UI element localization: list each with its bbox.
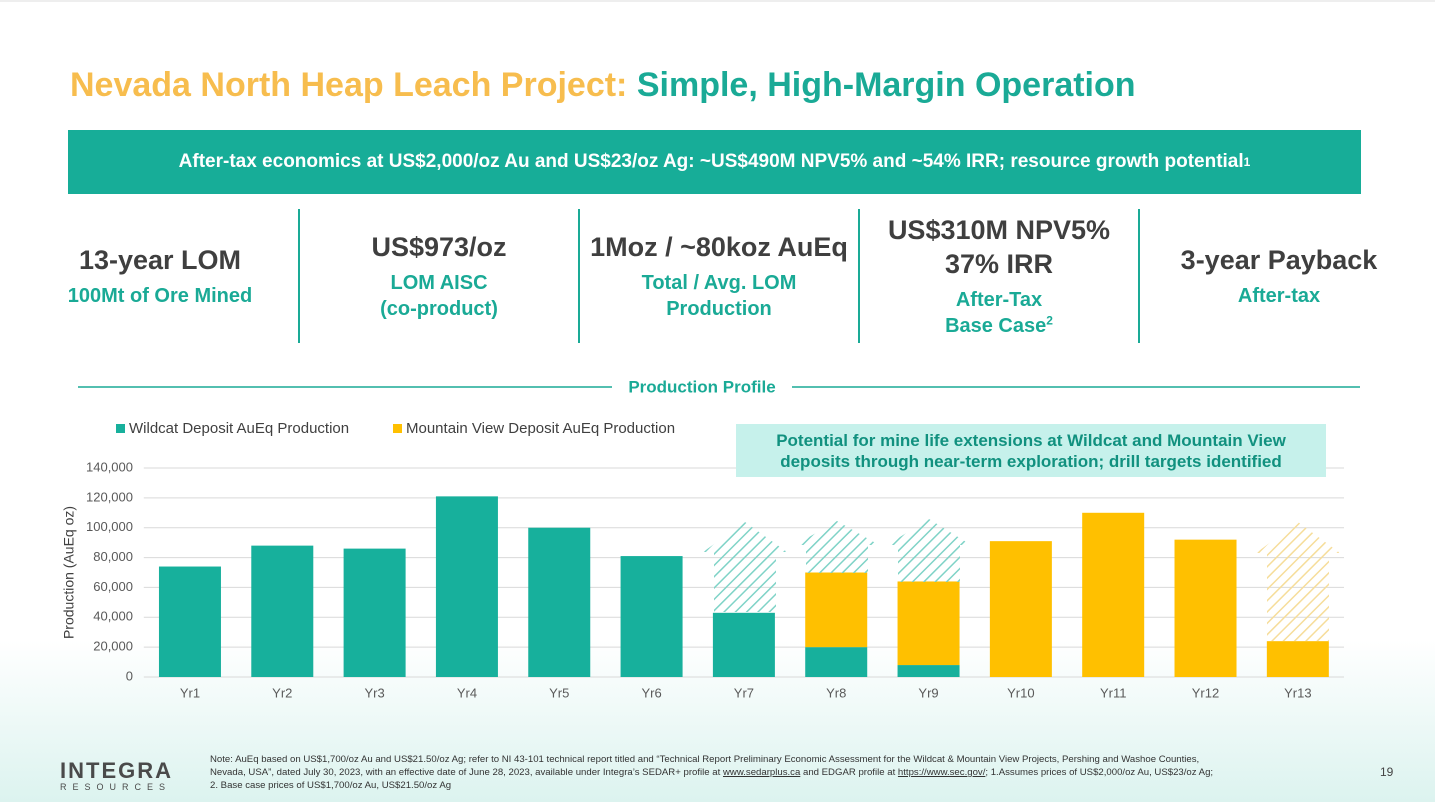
separator	[858, 209, 860, 343]
kpi: US$973/oz LOM AISC (co-product)	[299, 209, 579, 343]
link[interactable]: www.sedarplus.ca	[722, 767, 801, 778]
note-text: ; 1.Assumes prices of US$2,000/oz Au, US…	[985, 767, 1214, 778]
y-tick-label: 100,000	[86, 519, 133, 534]
footnote-ref: 2	[1046, 313, 1053, 328]
kpi-main: 37% IRR	[944, 249, 1054, 279]
note-text: Note: AuEq based on US$1,700/oz Au and U…	[210, 754, 1200, 765]
legend-swatch	[116, 424, 125, 433]
logo: INTEGRA RESOURCES	[60, 758, 173, 792]
legend-label: Mountain View Deposit AuEq Production	[406, 420, 675, 437]
top-rule	[0, 0, 1435, 2]
extension-arrow	[795, 521, 879, 573]
y-tick-label: 140,000	[86, 459, 133, 474]
legend-swatch	[393, 424, 402, 433]
y-axis-title: Production (AuEq oz)	[61, 506, 77, 639]
x-tick-label: Yr5	[549, 685, 569, 700]
note-text: and EDGAR profile at	[802, 767, 896, 778]
x-tick-label: Yr13	[1284, 685, 1311, 700]
x-tick-label: Yr8	[826, 685, 846, 700]
x-tick-label: Yr7	[734, 685, 754, 700]
y-tick-label: 20,000	[93, 639, 133, 654]
x-tick-label: Yr9	[918, 685, 938, 700]
banner: After-tax economics at US$2,000/oz Au an…	[68, 130, 1361, 194]
note-text: 2. Base case prices of US$1,700/oz Au, U…	[210, 780, 452, 791]
x-tick-label: Yr12	[1192, 685, 1219, 700]
title-rest: Simple, High-Margin Operation	[636, 66, 1136, 104]
y-tick-label: 60,000	[93, 579, 133, 594]
x-tick-label: Yr10	[1007, 685, 1034, 700]
callout: Potential for mine life extensions at Wi…	[736, 424, 1326, 477]
bar	[805, 647, 868, 677]
separator	[298, 209, 300, 343]
kpi-sub: LOM AISC	[390, 272, 488, 294]
kpi-main: 13-year LOM	[78, 245, 242, 275]
kpi-sub: (co-product)	[380, 298, 498, 320]
x-tick-label: Yr3	[364, 685, 384, 700]
bar	[251, 545, 314, 677]
bar	[620, 556, 683, 677]
logo-name: INTEGRA	[60, 758, 173, 783]
bar	[435, 496, 498, 677]
kpi-sub-text: Base Case	[945, 315, 1047, 337]
bar	[1174, 539, 1237, 677]
kpi-sub: 100Mt of Ore Mined	[67, 285, 253, 307]
extension-arrow	[887, 519, 971, 582]
callout-line: deposits through near-term exploration; …	[780, 451, 1282, 471]
page-number: 19	[1380, 765, 1394, 779]
bar	[1266, 641, 1329, 677]
y-tick-label: 0	[126, 668, 133, 683]
extension-arrow	[703, 522, 787, 612]
x-tick-label: Yr2	[272, 685, 292, 700]
kpi-main: US$310M NPV5%	[887, 215, 1111, 245]
footnote: Note: AuEq based on US$1,700/oz Au and U…	[210, 753, 1213, 792]
link[interactable]: https://www.sec.gov/	[897, 767, 986, 778]
kpi: 3-year Payback After-tax	[1139, 209, 1419, 343]
y-tick-label: 40,000	[93, 609, 133, 624]
kpi-main: 1Moz / ~80koz AuEq	[590, 232, 848, 262]
kpi: US$310M NPV5% 37% IRR After-Tax Base Cas…	[859, 209, 1139, 343]
kpi-main: 3-year Payback	[1180, 245, 1378, 275]
logo-sub: RESOURCES	[60, 782, 172, 792]
bar	[158, 566, 221, 677]
bar	[1082, 512, 1145, 677]
kpi-sub: Production	[666, 298, 772, 320]
kpi: 13-year LOM 100Mt of Ore Mined	[20, 209, 300, 343]
kpi-sub: Base Case2	[945, 313, 1053, 339]
bar	[989, 541, 1052, 677]
kpi-sub: After-tax	[1237, 285, 1321, 307]
x-tick-label: Yr1	[180, 685, 200, 700]
bar	[343, 548, 406, 677]
title-lead: Nevada North Heap Leach Project:	[70, 66, 628, 104]
kpi-sub: After-Tax	[955, 289, 1043, 311]
x-tick-label: Yr11	[1100, 685, 1127, 700]
kpi-sub: Total / Avg. LOM	[641, 272, 797, 294]
section-title: Production Profile	[628, 377, 775, 396]
bar	[897, 665, 960, 677]
separator	[1138, 209, 1140, 343]
bar	[712, 612, 775, 677]
kpi: 1Moz / ~80koz AuEq Total / Avg. LOM Prod…	[579, 209, 859, 343]
legend-label: Wildcat Deposit AuEq Production	[129, 420, 349, 437]
separator	[578, 209, 580, 343]
x-tick-label: Yr6	[641, 685, 661, 700]
note-text: Nevada, USA”, dated July 30, 2023, with …	[210, 767, 721, 778]
y-tick-label: 80,000	[93, 549, 133, 564]
banner-text: After-tax economics at US$2,000/oz Au an…	[178, 151, 1244, 172]
bar	[528, 527, 591, 677]
kpi-main: US$973/oz	[371, 232, 507, 262]
slide-title: Nevada North Heap Leach Project: Simple,…	[70, 66, 1136, 105]
x-tick-label: Yr4	[457, 685, 477, 700]
callout-line: Potential for mine life extensions at Wi…	[776, 430, 1286, 450]
extension-arrow	[1256, 522, 1340, 641]
bar	[805, 572, 868, 648]
y-tick-label: 120,000	[86, 489, 133, 504]
bar	[897, 581, 960, 666]
